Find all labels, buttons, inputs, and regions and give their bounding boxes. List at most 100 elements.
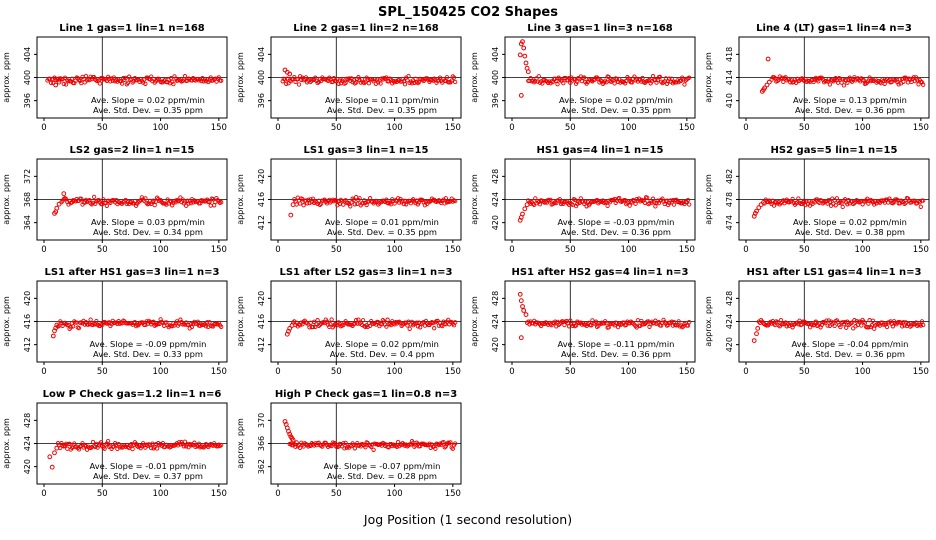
subplot-title: HS1 gas=4 lin=1 n=15 xyxy=(537,145,664,156)
slope-annotation: Ave. Slope = 0.13 ppm/min xyxy=(793,95,907,105)
scatter-plot: LS2 gas=2 lin=1 n=15 0 50 100 150 364 368 372 ap… xyxy=(2,145,228,255)
x-tick-label: 0 xyxy=(275,367,280,377)
subplot-title: LS2 gas=2 lin=1 n=15 xyxy=(70,145,195,156)
subplot: LS2 gas=2 lin=1 n=15 0 50 100 150 364 368 372 ap… xyxy=(0,144,234,266)
data-points xyxy=(751,196,926,219)
std-dev-annotation: Ave. Std. Dev. = 0.36 ppm xyxy=(561,349,671,359)
x-tick-label: 0 xyxy=(743,245,748,255)
y-tick-label: 370 xyxy=(257,413,266,428)
data-points xyxy=(751,317,926,343)
x-tick-label: 50 xyxy=(331,123,342,133)
y-tick-label: 404 xyxy=(23,47,32,62)
y-tick-label: 400 xyxy=(257,70,266,85)
x-tick-label: 100 xyxy=(620,367,636,377)
y-tick-label: 420 xyxy=(725,337,734,352)
x-tick-label: 50 xyxy=(565,245,576,255)
y-tick-label: 420 xyxy=(491,337,500,352)
x-tick-label: 150 xyxy=(445,367,461,377)
x-tick-label: 50 xyxy=(331,245,342,255)
x-tick-label: 100 xyxy=(152,489,168,499)
subplot: LS1 after LS2 gas=3 lin=1 n=3 0 50 100 150 41… xyxy=(234,266,468,388)
x-tick-label: 150 xyxy=(445,489,461,499)
scatter-plot: Low P Check gas=1.2 lin=1 n=6 0 50 100 150 42… xyxy=(2,389,228,499)
y-axis-label: approx. ppm xyxy=(704,52,713,103)
subplot: Line 1 gas=1 lin=1 n=168 0 50 100 150 396 400 4… xyxy=(0,22,234,144)
y-tick-label: 362 xyxy=(257,459,266,474)
y-tick-label: 428 xyxy=(491,169,500,184)
y-tick-label: 396 xyxy=(23,93,32,108)
subplot-title: Line 2 gas=1 lin=2 n=168 xyxy=(293,23,439,34)
data-points xyxy=(759,56,926,94)
slope-annotation: Ave. Slope = -0.09 ppm/min xyxy=(90,339,207,349)
y-tick-label: 414 xyxy=(725,70,734,85)
scatter-plot: HS1 gas=4 lin=1 n=15 0 50 100 150 420 424 428 ap… xyxy=(470,145,696,255)
y-tick-label: 400 xyxy=(491,70,500,85)
data-points xyxy=(47,438,224,470)
subplot: LS1 gas=3 lin=1 n=15 0 50 100 150 412 416 420 ap… xyxy=(234,144,468,266)
scatter-plot: HS1 after HS2 gas=4 lin=1 n=3 0 50 100 150 42… xyxy=(470,267,696,377)
x-tick-label: 0 xyxy=(41,245,46,255)
slope-annotation: Ave. Slope = 0.02 ppm/min xyxy=(793,217,907,227)
slope-annotation: Ave. Slope = -0.07 ppm/min xyxy=(324,461,441,471)
y-axis-label: approx. ppm xyxy=(704,174,713,225)
subplot-title: HS1 after LS1 gas=4 lin=1 n=3 xyxy=(746,267,921,278)
x-tick-label: 50 xyxy=(799,367,810,377)
scatter-plot: HS1 after LS1 gas=4 lin=1 n=3 0 50 100 150 42… xyxy=(704,267,930,377)
y-axis-label: approx. ppm xyxy=(236,418,245,469)
y-tick-label: 366 xyxy=(257,436,266,451)
x-tick-label: 50 xyxy=(565,367,576,377)
y-tick-label: 404 xyxy=(491,47,500,62)
x-tick-label: 50 xyxy=(97,245,108,255)
std-dev-annotation: Ave. Std. Dev. = 0.38 ppm xyxy=(795,227,905,237)
x-axis-label: Jog Position (1 second resolution) xyxy=(363,512,573,527)
y-tick-label: 364 xyxy=(23,215,32,230)
page-title: SPL_150425 CO2 Shapes xyxy=(378,5,558,20)
data-points xyxy=(517,39,692,98)
x-tick-label: 100 xyxy=(386,123,402,133)
y-tick-label: 420 xyxy=(491,215,500,230)
x-tick-label: 100 xyxy=(386,489,402,499)
y-tick-label: 368 xyxy=(23,192,32,207)
x-tick-label: 100 xyxy=(386,245,402,255)
y-axis-label: approx. ppm xyxy=(2,52,11,103)
x-tick-label: 0 xyxy=(275,123,280,133)
x-tick-label: 50 xyxy=(331,367,342,377)
x-tick-label: 50 xyxy=(799,123,810,133)
x-tick-label: 0 xyxy=(743,123,748,133)
subplot-title: Low P Check gas=1.2 lin=1 n=6 xyxy=(43,389,222,400)
x-tick-label: 0 xyxy=(41,123,46,133)
subplot: HS1 after LS1 gas=4 lin=1 n=3 0 50 100 150 42… xyxy=(702,266,936,388)
data-points xyxy=(288,195,458,218)
y-tick-label: 412 xyxy=(23,337,32,352)
std-dev-annotation: Ave. Std. Dev. = 0.34 ppm xyxy=(93,227,203,237)
y-tick-label: 416 xyxy=(23,314,32,329)
scatter-plot: LS1 after HS1 gas=3 lin=1 n=3 0 50 100 150 41… xyxy=(2,267,228,377)
y-axis-label: approx. ppm xyxy=(2,418,11,469)
y-tick-label: 424 xyxy=(725,314,734,329)
std-dev-annotation: Ave. Std. Dev. = 0.35 ppm xyxy=(327,227,437,237)
x-tick-label: 100 xyxy=(152,367,168,377)
x-tick-label: 100 xyxy=(152,123,168,133)
subplot: High P Check gas=1 lin=0.8 n=3 0 50 100 150 3… xyxy=(234,388,468,510)
y-tick-label: 416 xyxy=(257,192,266,207)
slope-annotation: Ave. Slope = 0.03 ppm/min xyxy=(91,217,205,227)
x-tick-label: 150 xyxy=(445,245,461,255)
std-dev-annotation: Ave. Std. Dev. = 0.37 ppm xyxy=(93,471,203,481)
data-points xyxy=(280,67,458,87)
x-tick-label: 50 xyxy=(97,123,108,133)
subplot: HS2 gas=5 lin=1 n=15 0 50 100 150 474 478 482 ap… xyxy=(702,144,936,266)
scatter-plot: LS1 after LS2 gas=3 lin=1 n=3 0 50 100 150 41… xyxy=(236,267,462,377)
x-tick-label: 100 xyxy=(854,123,870,133)
x-tick-label: 50 xyxy=(799,245,810,255)
y-tick-label: 400 xyxy=(23,70,32,85)
y-tick-label: 474 xyxy=(725,215,734,230)
subplot: HS1 after HS2 gas=4 lin=1 n=3 0 50 100 150 42… xyxy=(468,266,702,388)
y-tick-label: 428 xyxy=(491,291,500,306)
slope-annotation: Ave. Slope = 0.11 ppm/min xyxy=(325,95,439,105)
y-axis-label: approx. ppm xyxy=(470,174,479,225)
std-dev-annotation: Ave. Std. Dev. = 0.33 ppm xyxy=(93,349,203,359)
scatter-plot: Line 4 (LT) gas=1 lin=4 n=3 0 50 100 150 410 4… xyxy=(704,23,930,133)
x-tick-label: 100 xyxy=(620,245,636,255)
scatter-plot: HS2 gas=5 lin=1 n=15 0 50 100 150 474 478 482 ap… xyxy=(704,145,930,255)
